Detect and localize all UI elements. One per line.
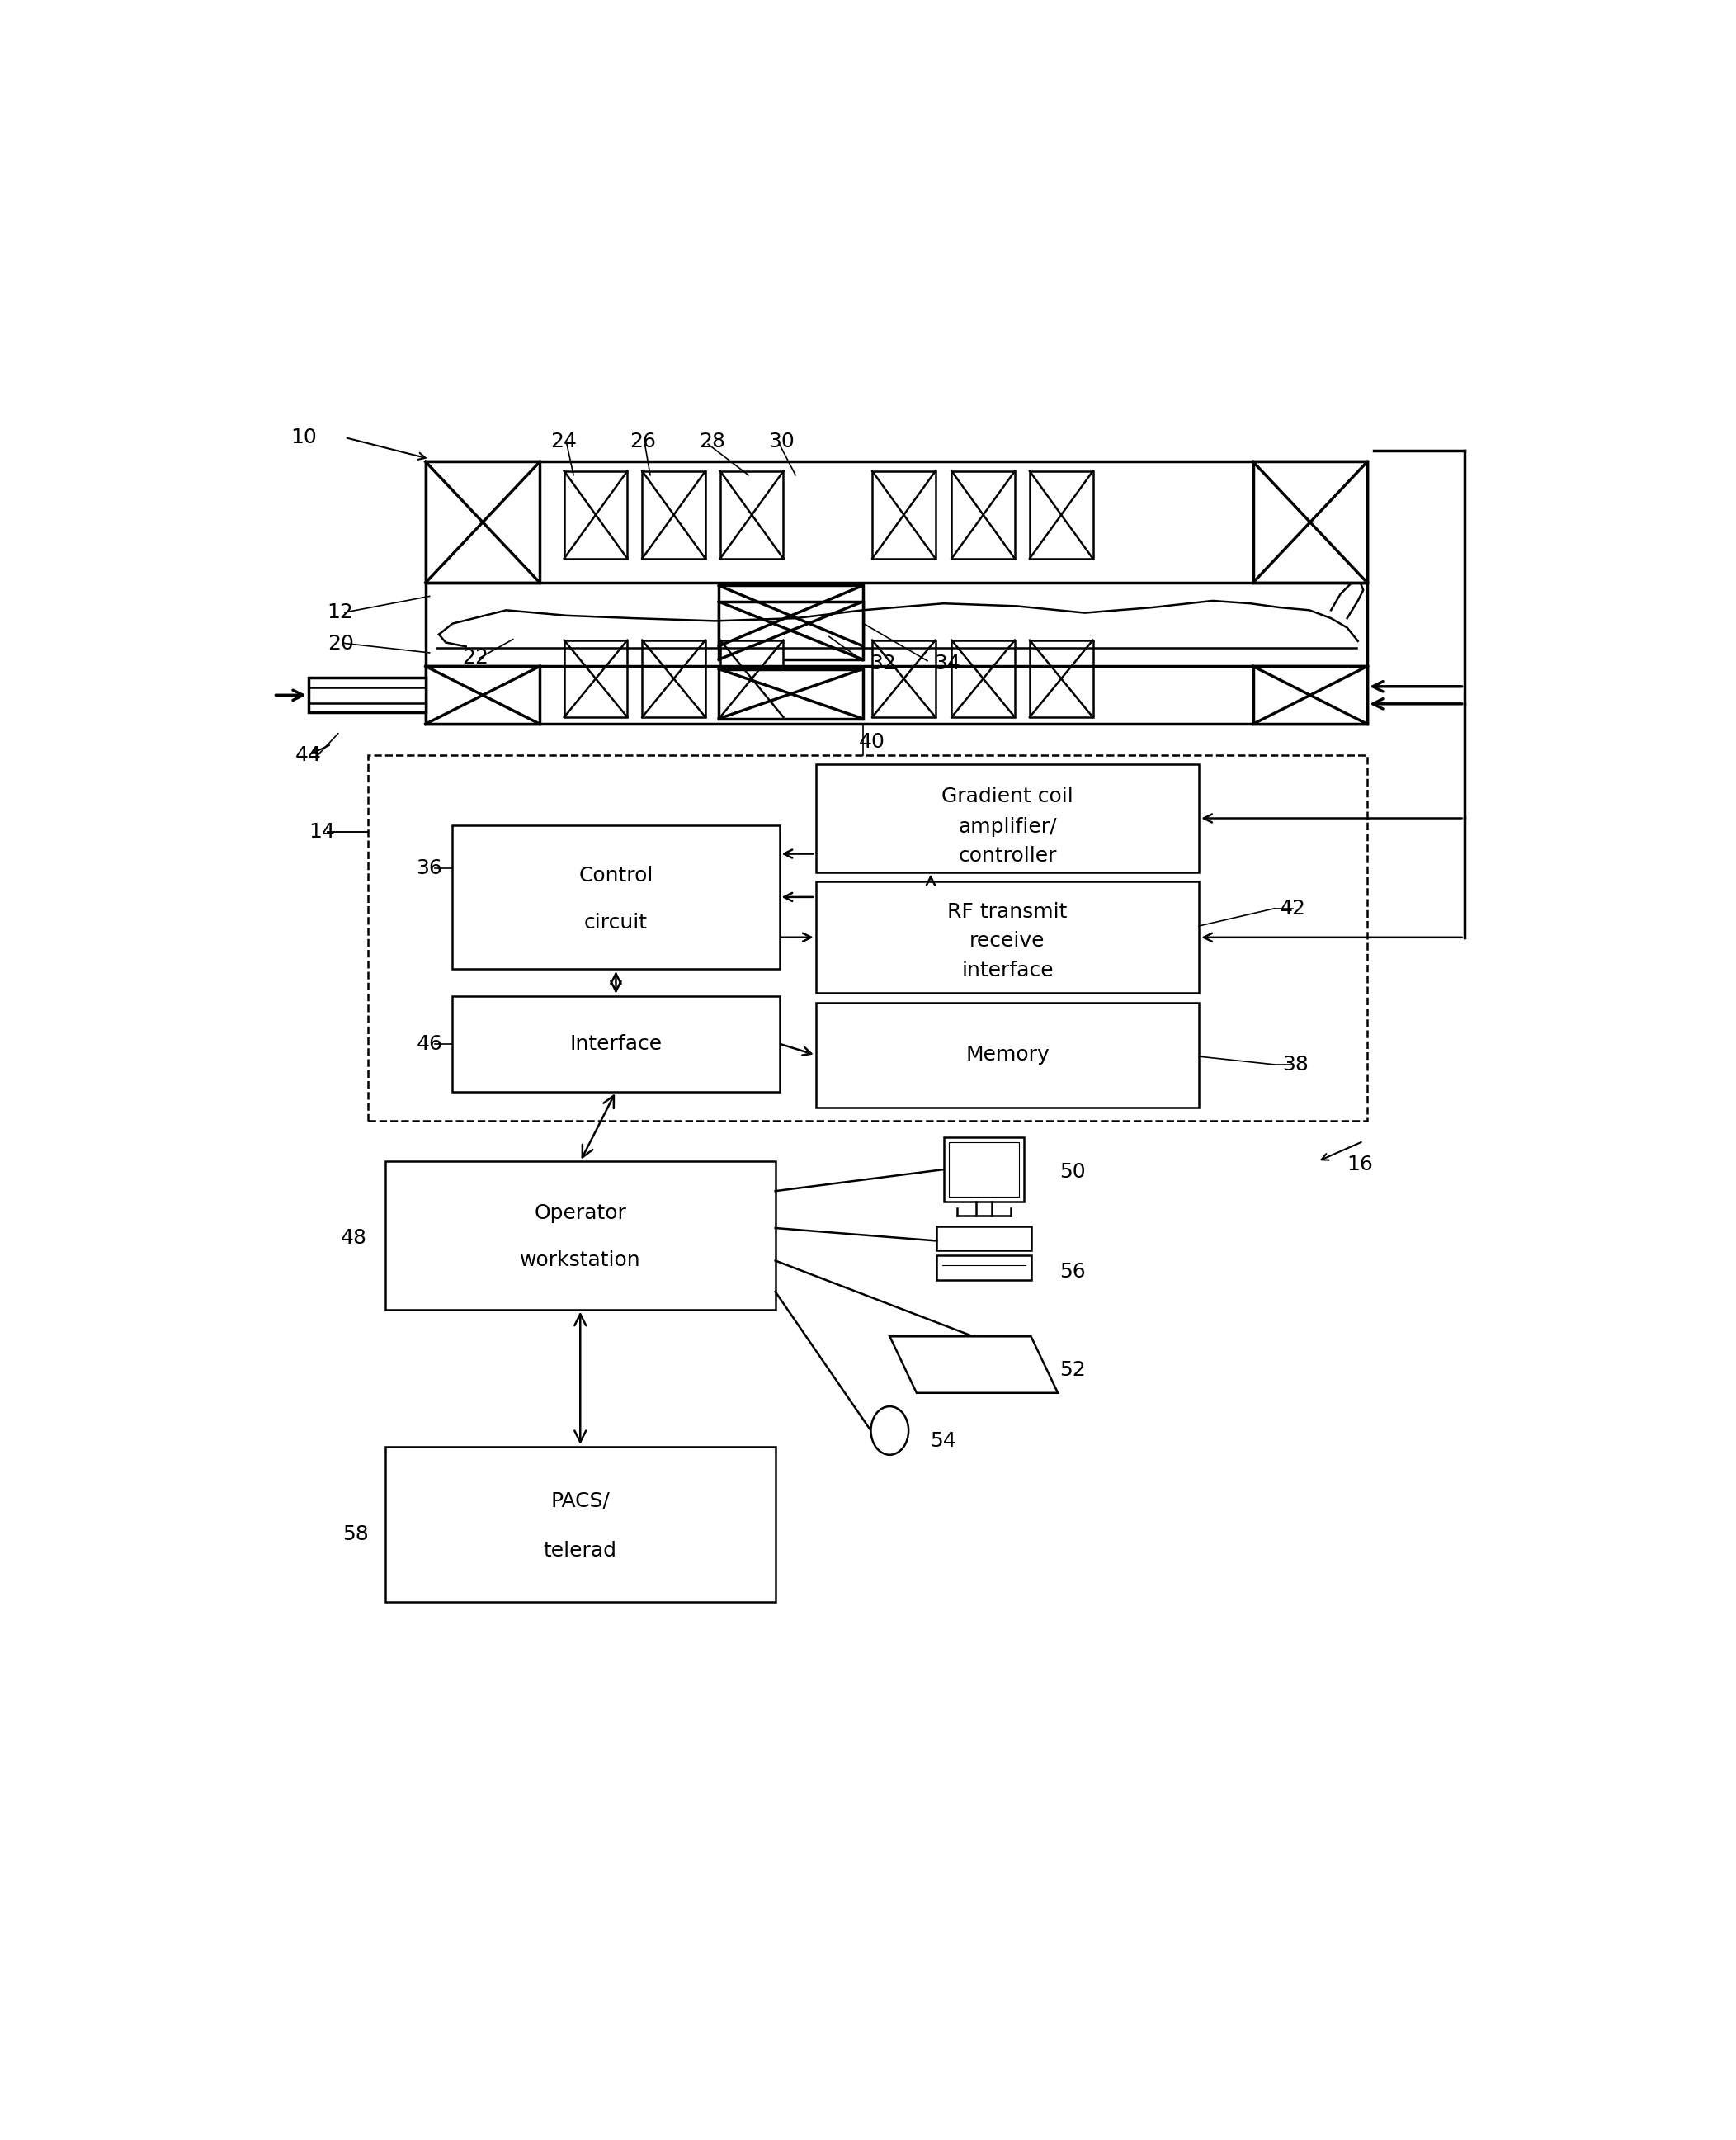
Bar bbox=[937, 1226, 1031, 1250]
Bar bbox=[425, 462, 540, 582]
Bar bbox=[816, 882, 1200, 993]
Text: RF transmit: RF transmit bbox=[948, 901, 1068, 922]
Bar bbox=[425, 462, 1368, 723]
Bar bbox=[816, 764, 1200, 873]
Bar bbox=[720, 640, 783, 717]
Text: 28: 28 bbox=[698, 432, 726, 452]
Text: interface: interface bbox=[962, 961, 1054, 980]
Text: 14: 14 bbox=[309, 822, 335, 841]
Bar bbox=[871, 640, 936, 717]
Bar bbox=[564, 640, 627, 717]
Bar bbox=[720, 471, 783, 559]
Text: 36: 36 bbox=[417, 858, 443, 877]
Bar bbox=[309, 678, 425, 713]
Text: 52: 52 bbox=[1059, 1361, 1085, 1380]
Text: 46: 46 bbox=[417, 1034, 443, 1055]
Bar bbox=[816, 1004, 1200, 1109]
Bar bbox=[951, 471, 1016, 559]
Bar bbox=[937, 1256, 1031, 1280]
Text: 10: 10 bbox=[292, 428, 318, 447]
Bar bbox=[719, 670, 863, 719]
Bar bbox=[719, 586, 863, 646]
Text: controller: controller bbox=[958, 845, 1057, 867]
Bar bbox=[944, 1136, 1024, 1203]
Text: receive: receive bbox=[970, 931, 1045, 950]
Text: circuit: circuit bbox=[583, 914, 648, 933]
Text: Interface: Interface bbox=[569, 1034, 661, 1053]
Ellipse shape bbox=[871, 1406, 908, 1455]
Text: 12: 12 bbox=[328, 603, 354, 623]
Polygon shape bbox=[891, 1335, 1057, 1393]
Bar bbox=[871, 471, 936, 559]
Bar bbox=[453, 995, 779, 1091]
Text: Gradient coil: Gradient coil bbox=[941, 788, 1073, 807]
Bar bbox=[425, 666, 540, 723]
Text: 40: 40 bbox=[859, 732, 885, 751]
Text: 32: 32 bbox=[870, 653, 896, 674]
Text: Operator: Operator bbox=[535, 1203, 627, 1224]
Bar bbox=[368, 755, 1368, 1121]
Text: 20: 20 bbox=[328, 633, 354, 653]
Text: 48: 48 bbox=[340, 1228, 368, 1248]
Text: 58: 58 bbox=[342, 1524, 368, 1545]
Text: 24: 24 bbox=[550, 432, 576, 452]
Text: 22: 22 bbox=[462, 648, 488, 668]
Bar bbox=[1029, 471, 1094, 559]
Text: 56: 56 bbox=[1059, 1263, 1085, 1282]
Text: 34: 34 bbox=[934, 653, 960, 674]
Bar bbox=[1029, 640, 1094, 717]
Bar bbox=[385, 1162, 776, 1310]
Text: Control: Control bbox=[578, 865, 653, 886]
Bar bbox=[719, 601, 863, 659]
Bar bbox=[950, 1143, 1019, 1196]
Text: 30: 30 bbox=[769, 432, 795, 452]
Text: 38: 38 bbox=[1283, 1055, 1309, 1074]
Text: Memory: Memory bbox=[965, 1044, 1049, 1066]
Bar bbox=[642, 640, 705, 717]
Text: workstation: workstation bbox=[519, 1250, 641, 1271]
Bar bbox=[564, 471, 627, 559]
Bar bbox=[1253, 462, 1368, 582]
Bar bbox=[1253, 666, 1368, 723]
Text: 42: 42 bbox=[1279, 899, 1305, 918]
Text: 54: 54 bbox=[930, 1432, 957, 1451]
Text: 44: 44 bbox=[295, 745, 321, 764]
Bar bbox=[951, 640, 1016, 717]
Bar bbox=[642, 471, 705, 559]
Text: telerad: telerad bbox=[543, 1541, 616, 1560]
Text: 16: 16 bbox=[1347, 1153, 1373, 1175]
Bar bbox=[385, 1447, 776, 1601]
Bar bbox=[453, 826, 779, 969]
Text: amplifier/: amplifier/ bbox=[958, 817, 1057, 837]
Text: 26: 26 bbox=[630, 432, 656, 452]
Text: 50: 50 bbox=[1059, 1162, 1085, 1181]
Text: PACS/: PACS/ bbox=[550, 1492, 609, 1511]
